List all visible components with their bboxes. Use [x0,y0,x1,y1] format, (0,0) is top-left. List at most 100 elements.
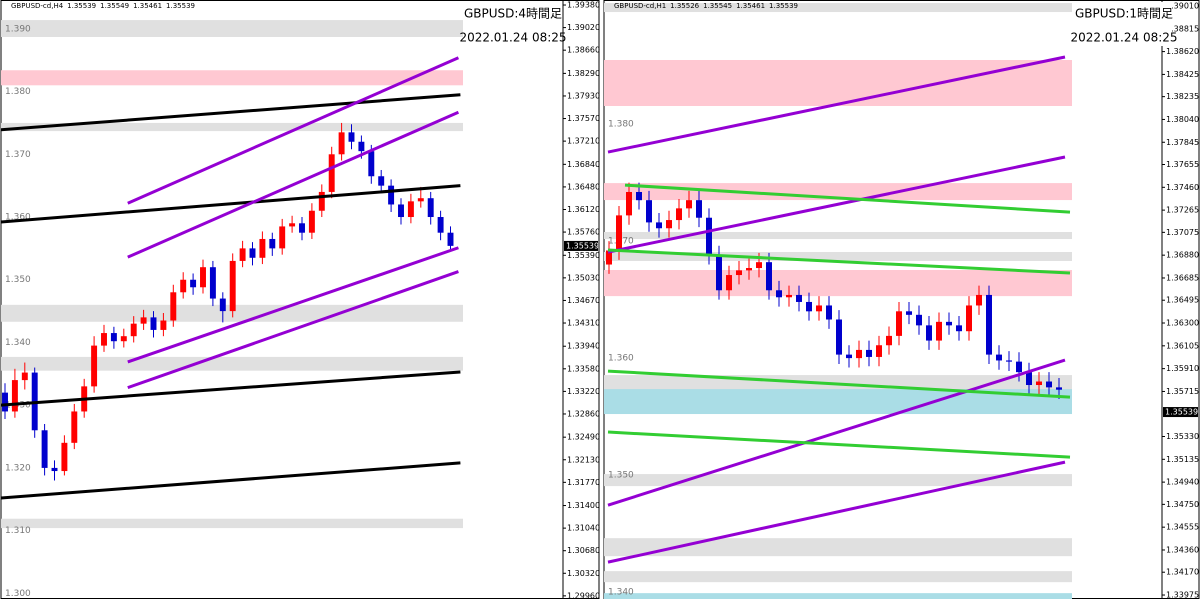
zone [1,122,463,132]
candle-body [1036,381,1042,386]
y-tick-label: 1.32490 [567,433,600,442]
header-price: 1.35539 [166,2,195,10]
y-tick-label: 1.37460 [1166,183,1199,192]
candle-body [846,354,852,359]
level-label: 1.340 [5,338,31,348]
candle-body [239,248,246,261]
y-tick-label: 1.39380 [567,1,600,10]
y-tick-label: 1.35390 [567,251,600,260]
candle-body [746,268,752,271]
candle-body [896,311,902,336]
y-tick-label: 1.37570 [567,114,600,123]
chart-title: GBPUSD:4時間足 [464,7,562,21]
y-tick-label: 1.35135 [1166,455,1199,464]
candle-body [646,200,652,223]
candle-body [626,191,632,216]
candle-body [856,349,862,359]
candle-body [417,198,424,202]
y-tick-label: 1.36105 [1166,341,1199,350]
y-tick-label: 1.38040 [1166,115,1199,124]
level-label: 1.370 [5,150,31,160]
y-tick-label: 1.29960 [567,591,600,599]
zone [604,252,1072,262]
zone [1,518,463,529]
zone [1,20,463,38]
candle-body [249,248,256,258]
header: GBPUSD-cd,H1 1.35526 1.35545 1.35461 1.35539 [614,2,798,10]
y-tick-label: 1.30680 [567,546,600,555]
header: GBPUSD-cd,H4 1.35539 1.35549 1.35461 1.35539 [11,2,195,10]
candle-body [279,226,286,249]
candle-body [716,255,722,291]
zone [604,3,1072,13]
y-tick-label: 1.34555 [1166,523,1199,532]
candle-body [130,323,137,337]
candle-body [190,279,197,288]
plot-area: 1.390 1.380 1.370 1.360 1.350 1.340 1.330 1.320… [1,20,463,599]
candle-body [21,372,28,381]
candle-body [886,335,892,346]
level-label: 1.360 [608,354,634,364]
candle-body [766,262,772,291]
zone [604,183,1072,201]
candle-body [91,345,98,387]
zone [604,231,1072,240]
candle-body [636,191,642,201]
trend-line [1,184,461,224]
candle-body [776,290,782,298]
y-tick-label: 1.36495 [1166,296,1199,305]
y-tick-label: 1.32130 [567,455,600,464]
candle-body [816,305,822,312]
y-tick-label: 1.35330 [1166,432,1199,441]
candle-body [269,238,276,249]
trend-line [127,246,459,364]
candle-body [876,345,882,357]
level-label: 1.360 [5,213,31,223]
header-price: 1.35545 [703,2,732,10]
trend-line [1,461,461,500]
candle-body [437,217,444,233]
level-label: 1.350 [5,275,31,285]
level-label: 1.380 [608,120,634,130]
trend-line [127,270,459,390]
y-tick-label: 1.36880 [1166,251,1199,260]
chart-date: 2022.01.24 08:25 [1070,31,1177,45]
y-tick-label: 1.34750 [1166,500,1199,509]
candle-body [348,132,355,142]
candle-body [616,215,622,251]
y-tick-label: 1.37655 [1166,160,1199,169]
candle-body [786,294,792,298]
candle-body [378,176,385,186]
candle-body [1056,387,1062,390]
candle-body [11,380,18,412]
candle-body [976,294,982,306]
candle-body [398,204,404,218]
trend-line [607,155,1066,254]
chart-date: 2022.01.24 08:25 [459,31,566,45]
candle-body [1016,361,1022,373]
title-bg [467,2,561,46]
candle-body [407,201,414,218]
candle-body [936,321,942,341]
trend-line [1,370,461,407]
candle-body [61,442,68,472]
candle-body [110,333,117,342]
candle-body [726,275,732,291]
y-tick-label: 1.36480 [567,182,600,191]
y-tick-label: 1.34670 [567,296,600,305]
zone [1,356,463,371]
y-tick-label: 1.33940 [567,342,600,351]
candle-body [358,141,365,152]
candle-body [229,260,236,312]
candle-body [676,208,682,221]
y-tick-label: 1.31400 [567,501,600,510]
y-tick-label: 1.34310 [567,319,600,328]
candle-body [219,298,226,312]
candle-body [946,321,952,326]
y-tick-label: 1.39020 [567,23,600,32]
y-tick-label: 1.33580 [567,364,600,373]
candle-body [2,392,8,412]
candle-body [1026,372,1032,386]
